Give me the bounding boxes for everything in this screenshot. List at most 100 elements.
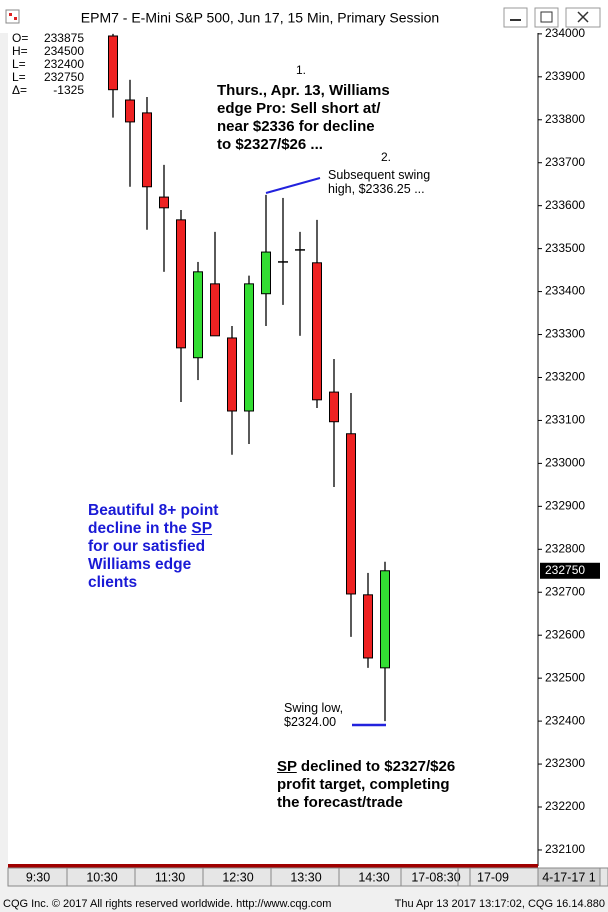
y-tick-label: 232200 bbox=[545, 799, 585, 813]
y-tick-label: 233300 bbox=[545, 327, 585, 341]
note-line: near $2336 for decline bbox=[217, 118, 375, 135]
y-tick-label: 232500 bbox=[545, 670, 585, 684]
window-title: EPM7 - E-Mini S&P 500, Jun 17, 15 Min, P… bbox=[81, 10, 439, 26]
y-tick-label: 233800 bbox=[545, 112, 585, 126]
x-tick-label: 17-08:30 bbox=[411, 870, 460, 884]
note-text: SP bbox=[277, 758, 297, 775]
note-text: Williams edge bbox=[88, 556, 192, 573]
button-frame[interactable] bbox=[534, 7, 559, 28]
minimize-button[interactable] bbox=[503, 7, 528, 28]
info-label: L= bbox=[12, 57, 26, 71]
app-icon-dot bbox=[9, 13, 12, 16]
y-tick-label: 232300 bbox=[545, 756, 585, 770]
note-line: Swing low, bbox=[284, 701, 344, 715]
note-line: the forecast/trade bbox=[277, 794, 455, 812]
x-tick-label: 17-09 bbox=[477, 870, 509, 884]
note-line: clients bbox=[88, 574, 218, 592]
info-label: Δ= bbox=[12, 83, 27, 97]
x-tick-label: 13:30 bbox=[290, 870, 321, 884]
y-tick-label: 232600 bbox=[545, 627, 585, 641]
note-text: SP bbox=[191, 520, 213, 537]
note-line: to $2327/$26 ... bbox=[217, 136, 323, 153]
blue-note: Beautiful 8+ point decline in the SP for o… bbox=[88, 502, 218, 592]
candle-body bbox=[363, 594, 373, 659]
note-line: $2324.00 bbox=[284, 715, 337, 729]
info-value: 232400 bbox=[44, 57, 84, 71]
y-tick-label: 232100 bbox=[545, 842, 585, 856]
candle-body bbox=[329, 391, 339, 423]
note-line: Beautiful 8+ point bbox=[88, 502, 218, 520]
marker-1: 1. bbox=[296, 63, 307, 77]
note-text: decline in the bbox=[88, 520, 192, 537]
candle-body bbox=[346, 433, 356, 595]
axis-bar bbox=[8, 864, 538, 868]
x-tick-label: 11:30 bbox=[155, 870, 185, 884]
swing-high-note: Subsequent swing high, $2336.25 ... bbox=[328, 168, 430, 196]
info-value: -1325 bbox=[53, 83, 84, 97]
note-text: for our satisfied bbox=[88, 538, 206, 555]
y-tick-label: 233500 bbox=[545, 241, 585, 255]
y-tick-label: 233000 bbox=[545, 456, 585, 470]
close-icon[interactable] bbox=[577, 11, 589, 23]
candle-body bbox=[108, 35, 118, 91]
y-tick-label: 233100 bbox=[545, 413, 585, 427]
close-button[interactable] bbox=[565, 7, 601, 28]
last-price-box bbox=[540, 562, 600, 579]
note-text: declined to $2327/$26 bbox=[296, 758, 456, 775]
candle-body bbox=[125, 99, 135, 123]
maximize-icon[interactable] bbox=[540, 11, 553, 23]
note-text: Beautiful 8+ point bbox=[88, 502, 219, 519]
plot bbox=[108, 33, 390, 722]
swing-high-line bbox=[265, 177, 321, 194]
candle-body bbox=[193, 271, 203, 359]
y-tick-label: 232900 bbox=[545, 499, 585, 513]
info-label: L= bbox=[12, 70, 26, 84]
note-line: high, $2336.25 ... bbox=[328, 182, 425, 196]
info-label: O= bbox=[12, 31, 28, 45]
note-text: clients bbox=[88, 574, 138, 591]
y-tick-label: 233200 bbox=[545, 370, 585, 384]
y-tick-label: 234000 bbox=[545, 26, 585, 40]
note-line: Subsequent swing bbox=[328, 168, 431, 182]
candle-body bbox=[244, 283, 254, 412]
y-tick-label: 233700 bbox=[545, 155, 585, 169]
note-line: decline in the SP bbox=[88, 520, 218, 538]
note-line: SP declined to $2327/$26 bbox=[277, 758, 455, 776]
last-price-label: 232750 bbox=[545, 563, 585, 577]
price-axis bbox=[538, 33, 608, 868]
marker-2: 2. bbox=[381, 150, 392, 164]
y-tick-label: 233600 bbox=[545, 198, 585, 212]
note-line: Williams edge bbox=[88, 556, 218, 574]
note-line: profit target, completing bbox=[277, 776, 455, 794]
footer-left: CQG Inc. © 2017 All rights reserved worl… bbox=[3, 898, 331, 910]
maximize-button[interactable] bbox=[534, 7, 559, 28]
note-line: Thurs., Apr. 13, Williams bbox=[217, 82, 390, 99]
candle-body bbox=[227, 337, 237, 412]
button-frame[interactable] bbox=[503, 7, 528, 28]
info-label: H= bbox=[12, 44, 28, 58]
candle-body bbox=[210, 283, 220, 337]
app-icon-dot bbox=[14, 17, 17, 20]
note-text: profit target, completing bbox=[277, 776, 450, 793]
forecast-note: Thurs., Apr. 13, Williams edge Pro: Sell … bbox=[217, 82, 390, 154]
info-value: 234500 bbox=[44, 44, 84, 58]
note-text: the forecast/trade bbox=[277, 794, 403, 811]
plot-area bbox=[8, 33, 538, 865]
swing-low-note: Swing low, $2324.00 bbox=[284, 701, 343, 729]
time-axis-end bbox=[537, 867, 601, 887]
result-note: SP declined to $2327/$26 profit target, c… bbox=[277, 758, 455, 812]
info-value: 233875 bbox=[44, 31, 84, 45]
y-tick-label: 232700 bbox=[545, 584, 585, 598]
x-tick-label: 12:30 bbox=[222, 870, 253, 884]
candle-body bbox=[159, 196, 169, 209]
y-tick-label: 233400 bbox=[545, 284, 585, 298]
note-line: edge Pro: Sell short at/ bbox=[217, 100, 381, 117]
y-tick-label: 232800 bbox=[545, 541, 585, 555]
footer-right: Thu Apr 13 2017 13:17:02, CQG 16.14.880 bbox=[395, 898, 605, 910]
x-tick-label: 4-17-17 1 bbox=[542, 870, 596, 884]
candle-body bbox=[142, 112, 152, 188]
note-line: for our satisfied bbox=[88, 538, 218, 556]
